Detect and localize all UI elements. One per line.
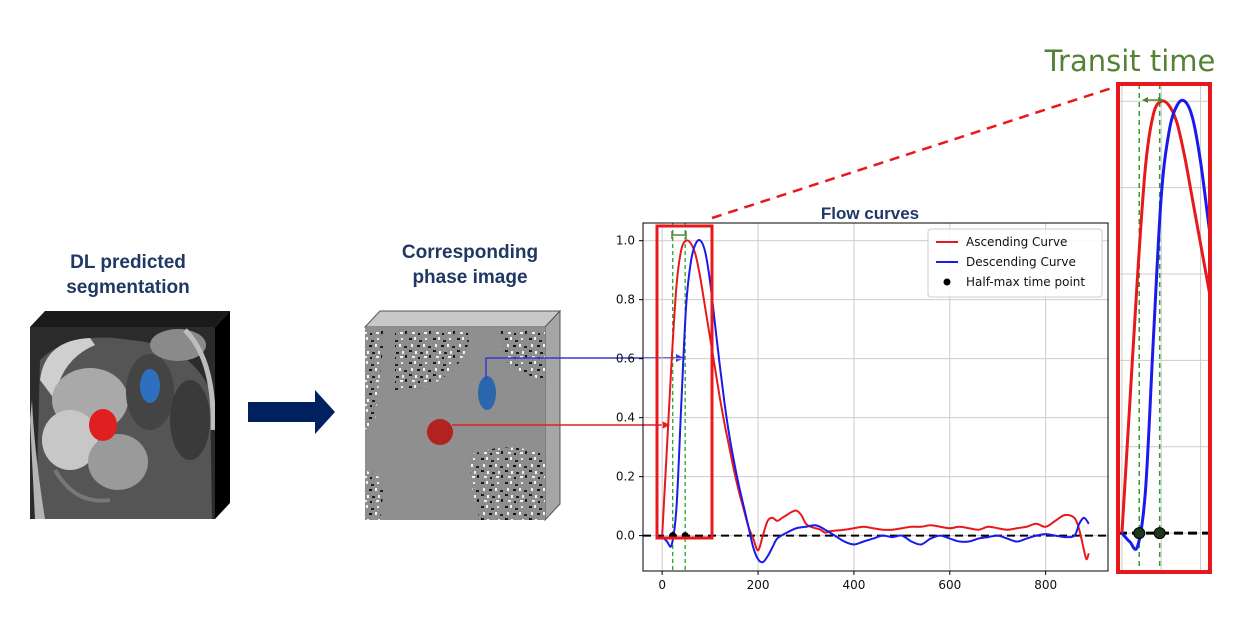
phase-image-cube [363,309,562,522]
zoom-inset [1116,82,1212,574]
y-tick-label-1: 0.2 [616,470,635,484]
segmentation-label-line2: segmentation [66,277,190,298]
zoom-inset-frame [1116,82,1212,574]
phase-label-line1: Corresponding [402,242,538,263]
descending-connector-arrowhead [676,354,684,362]
legend-ascending-label: Ascending Curve [966,235,1067,249]
x-tick-label-0: 0 [658,578,666,592]
phase-cube-side-face [544,309,561,522]
y-tick-label-4: 0.8 [616,293,635,307]
phase-cube-top-face [363,310,562,328]
zoom-halfmax-point-1 [1153,527,1166,540]
segmentation-mri-image [30,327,215,519]
x-tick-label-2: 400 [842,578,865,592]
plot-frame [642,222,1109,572]
segmentation-image-cube [30,311,230,519]
zoom-series-line-descending [1120,98,1210,551]
chart-grid [643,223,1108,571]
ascending-connector-arrowhead [662,421,670,429]
cube-side-face [215,311,230,519]
phase-descending-roi [478,376,496,410]
legend-halfmax-swatch [943,278,951,286]
legend-halfmax-label: Half-max time point [966,275,1085,289]
phase-mri-image [365,327,545,520]
phase-label-line2: phase image [412,267,527,288]
legend-descending-label: Descending Curve [966,255,1076,269]
zoom-series-line-ascending [1120,99,1210,534]
phase-ascending-roi [427,419,453,445]
descending-connector-line [485,357,680,380]
x-tick-label-4: 800 [1034,578,1057,592]
x-tick-label-1: 200 [747,578,770,592]
y-tick-label-3: 0.6 [616,352,635,366]
chart-title: Flow curves [821,204,919,223]
zoom-inset-curves [1118,84,1210,572]
transit-time-label: Transit time [1044,44,1216,78]
chart-ticks: 0 200 400 600 800 0.0 0.2 0.4 0.6 0.8 1.0 [616,234,1057,592]
flow-curves-chart: Flow curves 0 200 400 600 800 0.0 0.2 0.4 0.6 0.8… [616,204,1109,592]
ascending-aorta-mask [89,409,117,441]
series-line-descending [661,239,1090,564]
chart-legend: Ascending Curve Descending Curve Half-ma… [927,228,1103,298]
transit-mini-marker [671,231,687,239]
zoom-connector-line [711,84,1119,220]
process-arrow [248,390,335,434]
x-tick-label-3: 600 [938,578,961,592]
descending-aorta-mask [140,369,160,403]
highlight-box [655,224,714,540]
zoom-halfmax-point-0 [1133,527,1146,540]
roi-connectors [452,354,684,429]
legend-box [927,228,1103,298]
segmentation-label-line1: DL predicted [70,252,186,273]
cube-top-face [30,311,230,327]
transit-arrow [1142,97,1164,103]
y-tick-label-0: 0.0 [616,529,635,543]
y-tick-label-5: 1.0 [616,234,635,248]
y-tick-label-2: 0.4 [616,411,635,425]
